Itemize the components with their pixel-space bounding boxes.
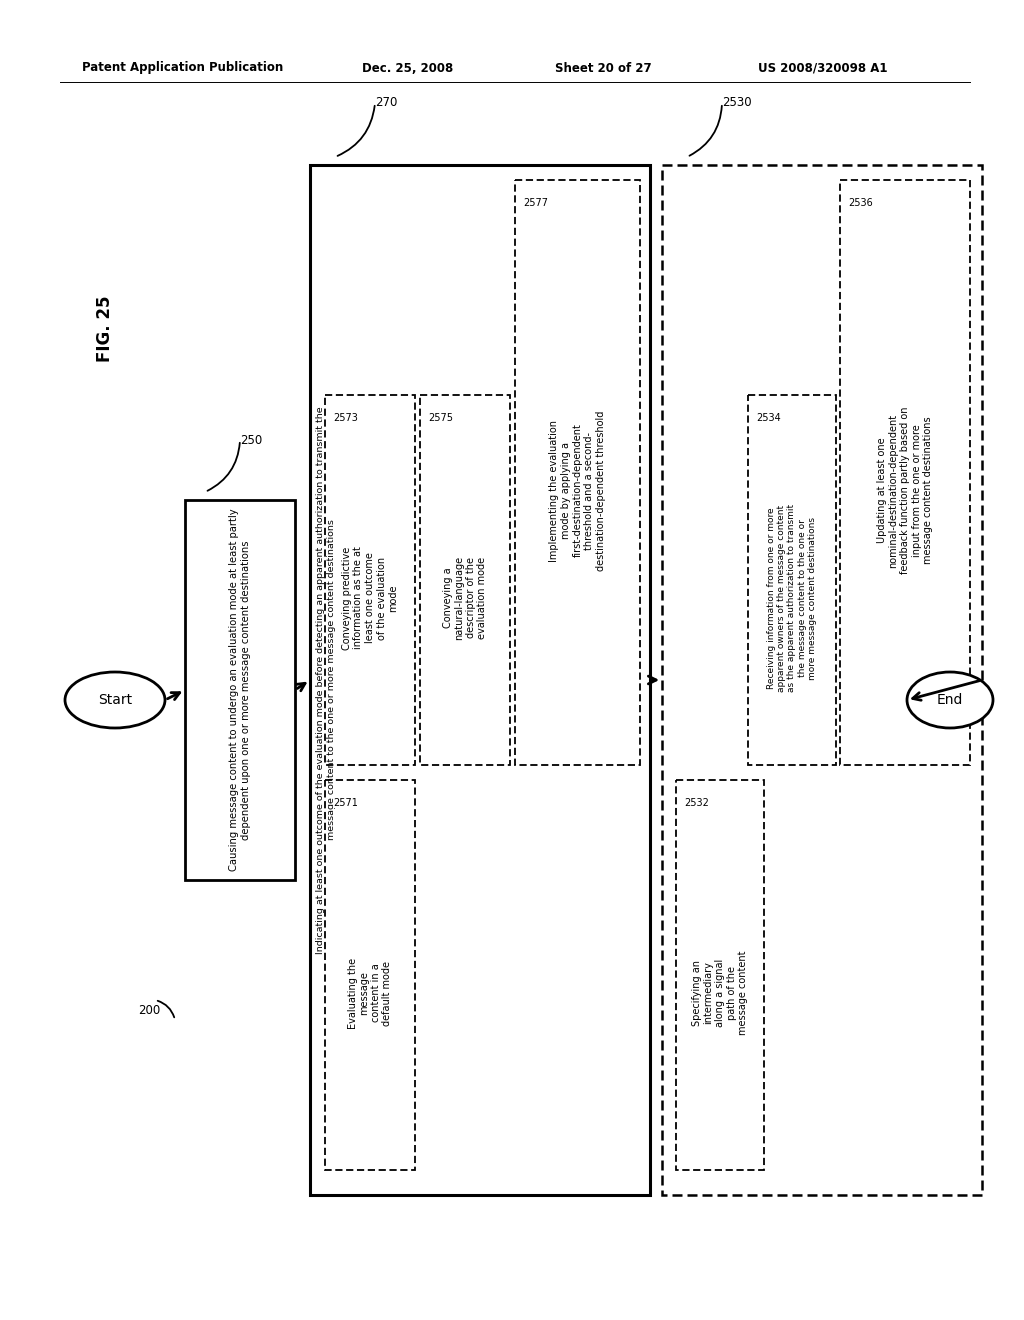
- Text: Indicating at least one outcome of the evaluation mode before detecting an appar: Indicating at least one outcome of the e…: [316, 407, 336, 954]
- Text: Patent Application Publication: Patent Application Publication: [82, 62, 284, 74]
- Text: Implementing the evaluation
mode by applying a
first-destination-dependent
thres: Implementing the evaluation mode by appl…: [549, 411, 606, 570]
- Text: Dec. 25, 2008: Dec. 25, 2008: [362, 62, 454, 74]
- Bar: [310, 165, 650, 1195]
- Text: 2577: 2577: [523, 198, 548, 209]
- Text: 270: 270: [375, 96, 397, 110]
- Bar: [515, 180, 640, 766]
- Text: FIG. 25: FIG. 25: [96, 294, 114, 362]
- Bar: [676, 780, 764, 1170]
- Text: Conveying predictive
information as the at
least one outcome
of the evaluation
m: Conveying predictive information as the …: [342, 546, 398, 649]
- Ellipse shape: [907, 672, 993, 729]
- Text: Conveying a
natural-language
descriptor of the
evaluation mode: Conveying a natural-language descriptor …: [442, 556, 487, 640]
- Text: Receiving information from one or more
apparent owners of the message content
as: Receiving information from one or more a…: [767, 504, 817, 692]
- Text: Specifying an
intermediary
along a signal
path of the
message content: Specifying an intermediary along a signa…: [692, 950, 749, 1035]
- Bar: [662, 165, 982, 1195]
- Text: Updating at least one
nominal-destination-dependent
feedback function partly bas: Updating at least one nominal-destinatio…: [877, 407, 933, 574]
- Bar: [325, 780, 415, 1170]
- Text: 2575: 2575: [428, 413, 453, 422]
- Text: End: End: [937, 693, 964, 708]
- Text: 2536: 2536: [848, 198, 872, 209]
- Bar: [840, 180, 970, 766]
- Text: Start: Start: [98, 693, 132, 708]
- Text: Evaluating the
message
content in a
default mode: Evaluating the message content in a defa…: [347, 957, 392, 1028]
- Text: 2532: 2532: [684, 799, 709, 808]
- Text: 2534: 2534: [756, 413, 780, 422]
- Text: Sheet 20 of 27: Sheet 20 of 27: [555, 62, 651, 74]
- Bar: [185, 500, 295, 880]
- Bar: [748, 395, 836, 766]
- Text: 200: 200: [138, 1003, 160, 1016]
- Bar: [420, 395, 510, 766]
- Ellipse shape: [65, 672, 165, 729]
- Text: 2573: 2573: [333, 413, 357, 422]
- Text: 2571: 2571: [333, 799, 357, 808]
- Text: US 2008/320098 A1: US 2008/320098 A1: [758, 62, 888, 74]
- Text: Causing message content to undergo an evaluation mode at least partly
dependent : Causing message content to undergo an ev…: [229, 508, 251, 871]
- Bar: [325, 395, 415, 766]
- Text: 2530: 2530: [722, 96, 752, 110]
- Text: 250: 250: [240, 433, 262, 446]
